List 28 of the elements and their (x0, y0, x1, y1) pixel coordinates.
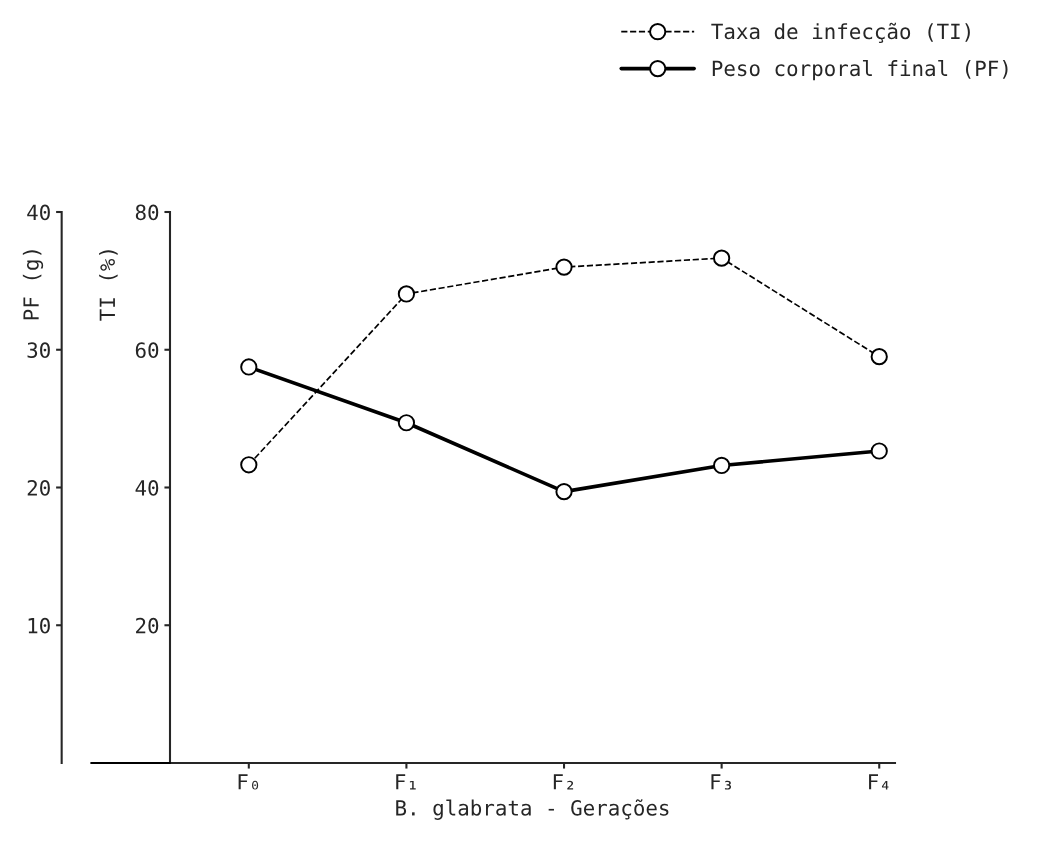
point (240, 456, 258, 474)
point (555, 258, 573, 276)
y2-tick-label: 80 (135, 204, 159, 221)
y2-tick-label: 40 (135, 480, 159, 496)
point (713, 249, 731, 267)
x-tick-label: F₁ (396, 774, 416, 790)
y-tick-label: 30 (27, 342, 50, 359)
point (240, 358, 258, 376)
y-tick-label: 10 (28, 617, 50, 634)
legend-label: Peso corporal final (PF) (712, 59, 1008, 81)
legend-label: Taxa de infecção (TI) (711, 22, 970, 43)
y-tick-label: 40 (27, 204, 50, 221)
y2-axis-title: TI (%) (99, 250, 118, 321)
y2-tick-label: 60 (135, 342, 159, 359)
x-tick-label: F₄ (869, 774, 889, 790)
x-axis-title: B. glabrata - Gerações (396, 799, 669, 820)
point (870, 442, 888, 460)
x-tick-label: F₀ (238, 774, 259, 790)
point (397, 414, 416, 432)
x-tick-label: F₂ (553, 774, 574, 790)
y2-tick-label: 20 (136, 617, 159, 634)
point (555, 483, 573, 501)
point (713, 456, 731, 475)
y-tick-label: 20 (27, 480, 50, 496)
y-axis-title: PF (g) (22, 250, 44, 320)
point (870, 348, 888, 366)
point (397, 285, 416, 303)
x-tick-label: F₃ (711, 774, 732, 790)
